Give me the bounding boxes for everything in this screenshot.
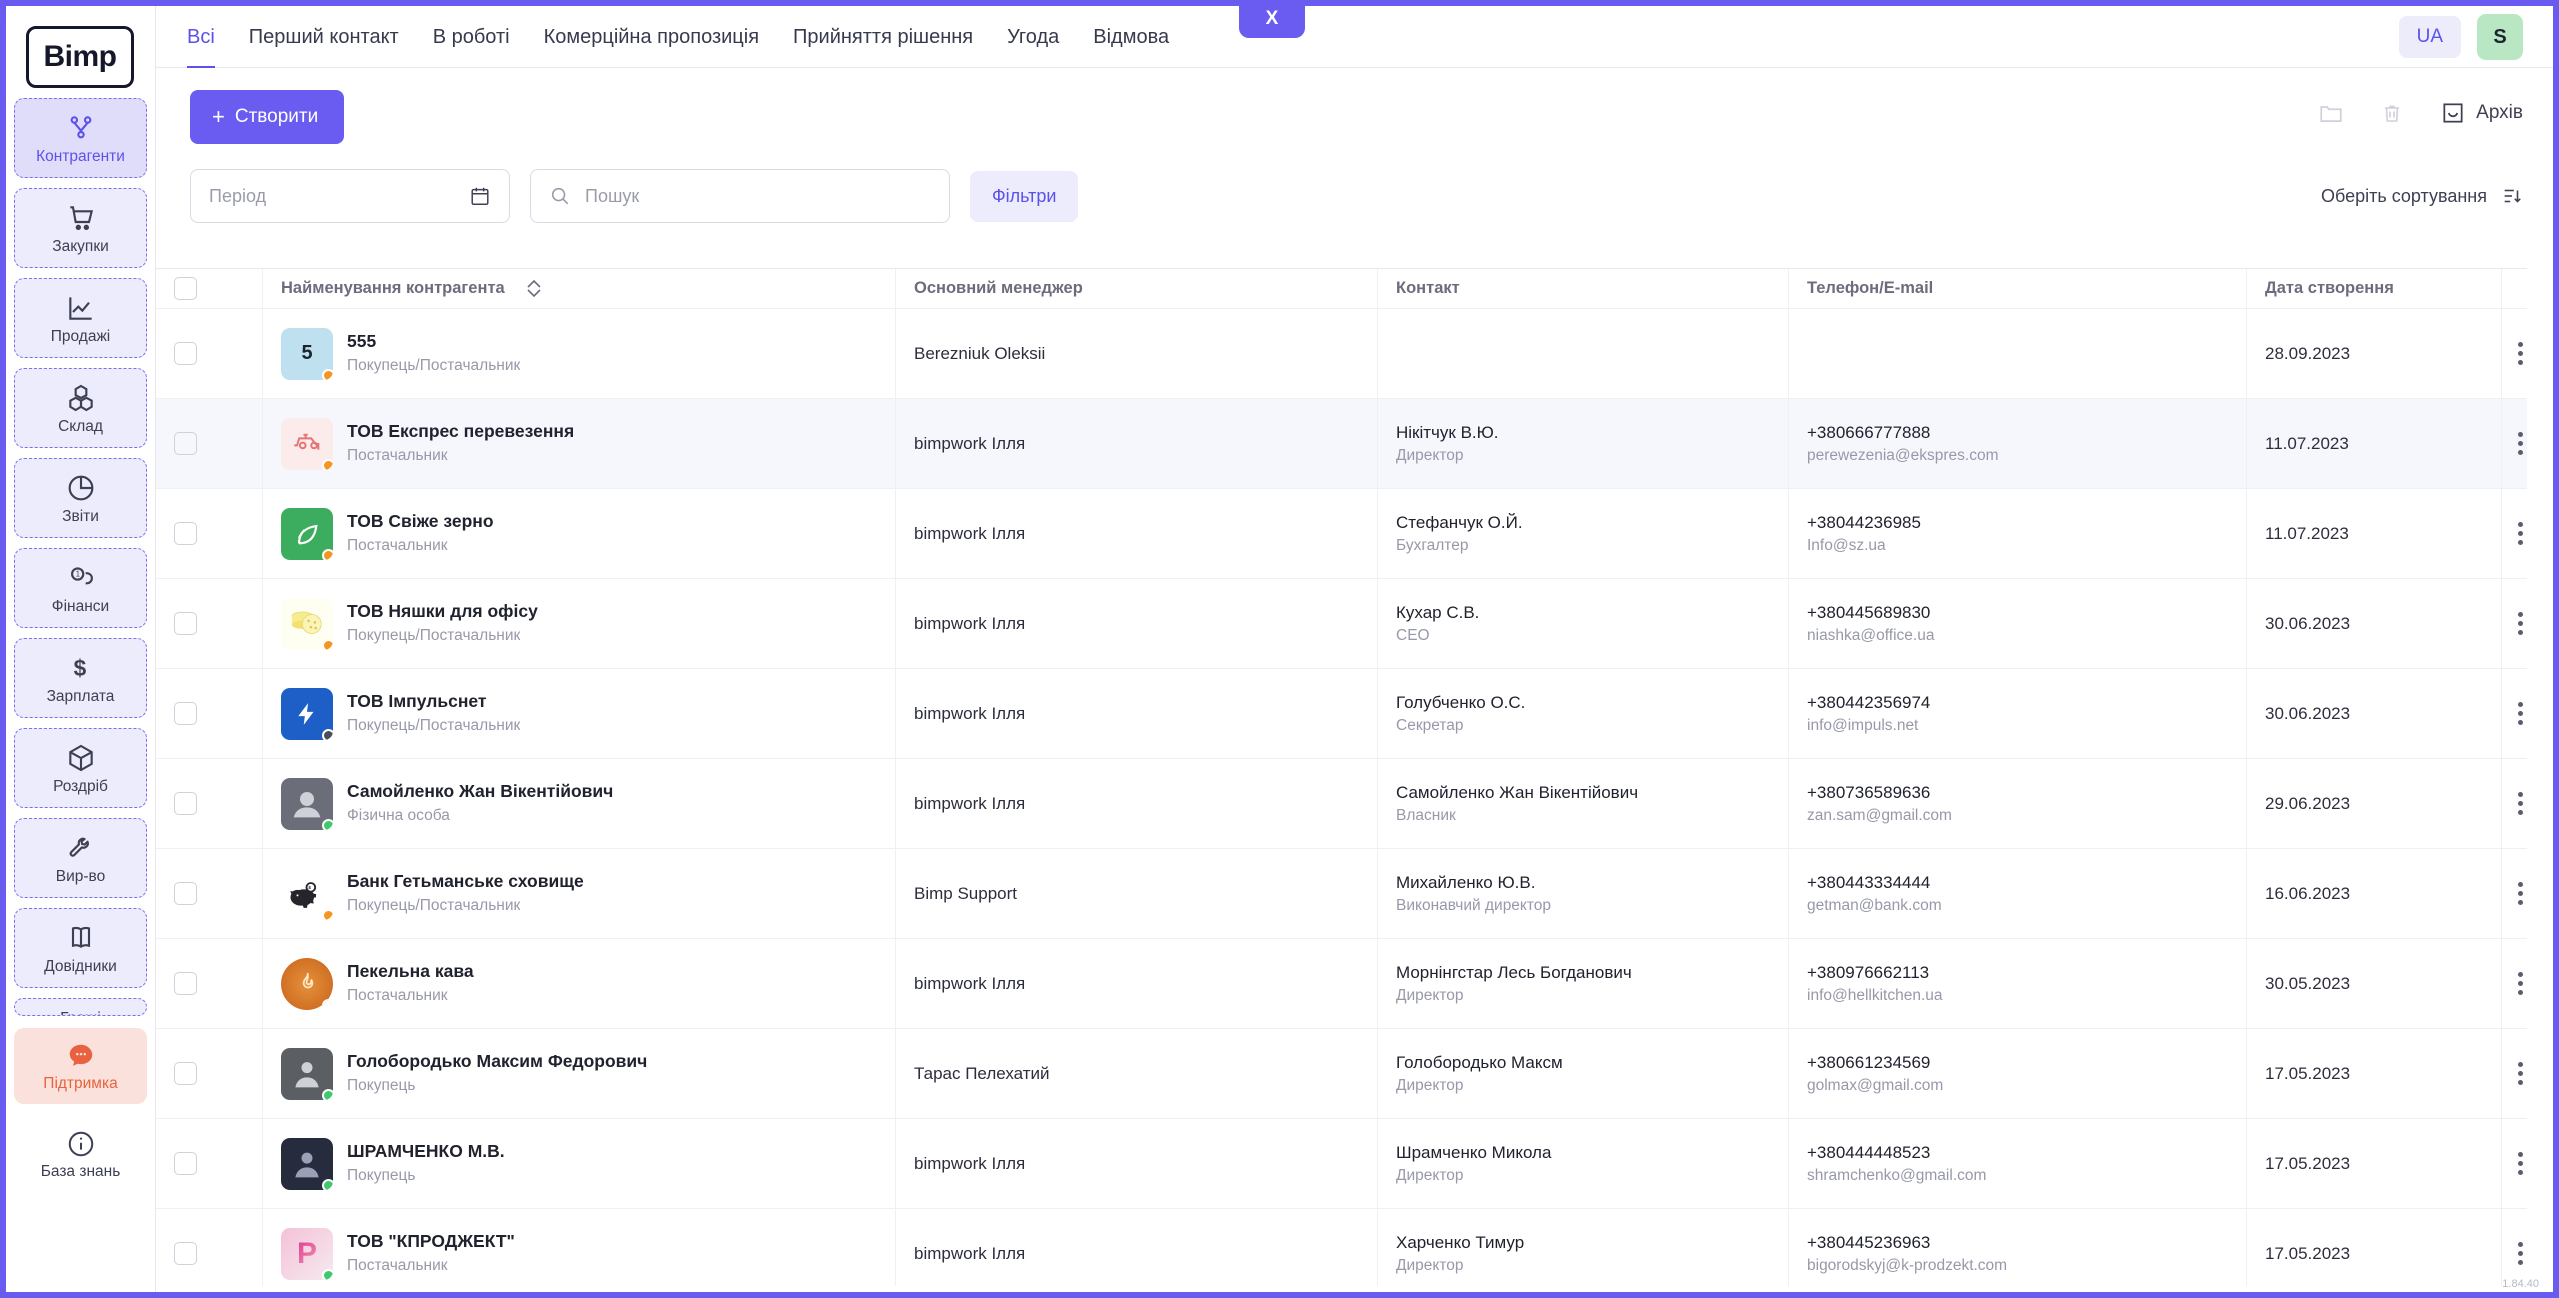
- svg-text:1: 1: [75, 570, 80, 579]
- svg-text:$: $: [73, 655, 86, 681]
- svg-text:$: $: [308, 885, 311, 890]
